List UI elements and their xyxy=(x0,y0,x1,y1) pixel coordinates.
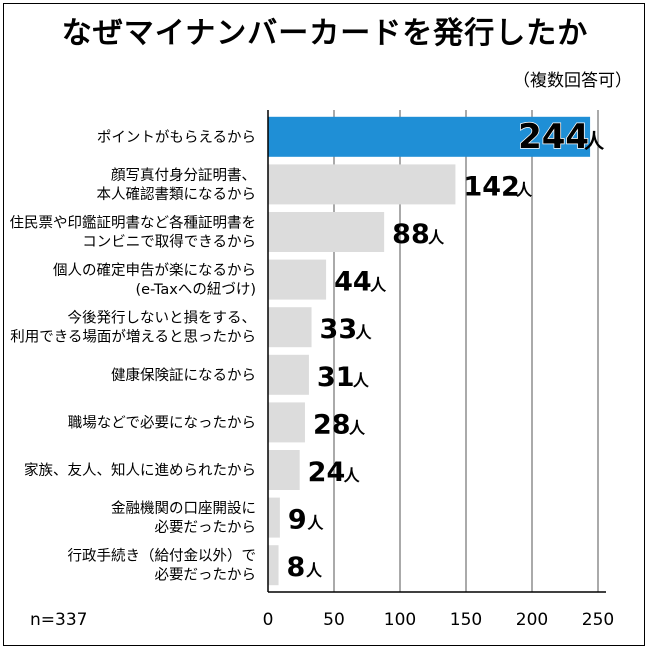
chart-frame xyxy=(3,3,645,646)
value-label-8: 9 xyxy=(288,505,307,536)
sample-size-note: n=337 xyxy=(30,610,87,630)
bar-2 xyxy=(268,212,385,252)
value-label-9: 8 xyxy=(287,552,306,583)
value-label-4: 33 xyxy=(320,314,358,345)
value-label-5: 31 xyxy=(317,362,355,393)
category-label-2-1: コンビニで取得できるから xyxy=(82,234,256,251)
bar-9 xyxy=(268,545,279,586)
bar-7 xyxy=(268,450,300,490)
category-label-8-0: 金融機関の口座開設に xyxy=(111,500,256,517)
x-tick-label-200: 200 xyxy=(516,610,548,630)
value-label-7: 24 xyxy=(308,457,346,488)
value-label-1: 142 xyxy=(463,171,519,202)
unit-label-9: 人 xyxy=(306,561,323,580)
category-label-6-0: 職場などで必要になったから xyxy=(68,414,256,431)
category-label-2-0: 住民票や印鑑証明書など各種証明書を xyxy=(10,215,257,232)
x-tick-label-0: 0 xyxy=(263,610,274,630)
x-tick-label-50: 50 xyxy=(323,610,345,630)
category-label-5-0: 健康保険証になるから xyxy=(111,367,256,384)
category-label-7-0: 家族、友人、知人に進められたから xyxy=(24,462,256,479)
unit-label-7: 人 xyxy=(344,466,361,485)
value-label-3: 44 xyxy=(334,267,372,298)
bar-0 xyxy=(268,116,591,157)
value-label-0: 244 xyxy=(518,117,589,157)
unit-label-2: 人 xyxy=(428,228,445,247)
category-label-4-0: 今後発行しないと損をする、 xyxy=(68,310,257,327)
x-tick-label-250: 250 xyxy=(582,610,614,630)
bar-5 xyxy=(268,354,309,395)
value-label-2: 88 xyxy=(392,219,430,250)
unit-label-1: 人 xyxy=(516,180,533,199)
value-label-6: 28 xyxy=(313,409,351,440)
bar-3 xyxy=(268,259,327,300)
category-label-9-0: 行政手続き（給付金以外）で xyxy=(68,548,257,565)
bar-8 xyxy=(268,497,280,538)
unit-label-8: 人 xyxy=(307,514,324,533)
category-label-1-1: 本人確認書類になるから xyxy=(97,186,257,203)
category-label-1-0: 顔写真付身分証明書、 xyxy=(111,166,256,184)
category-label-3-1: (e-Taxへの紐づけ) xyxy=(135,281,256,298)
bar-1 xyxy=(268,164,456,205)
bar-4 xyxy=(268,307,312,348)
category-label-8-1: 必要だったから xyxy=(155,519,257,536)
category-label-4-1: 利用できる場面が増えると思ったから xyxy=(10,329,256,346)
unit-label-5: 人 xyxy=(353,371,370,390)
chart-title: なぜマイナンバーカードを発行したか xyxy=(61,16,589,51)
x-tick-label-150: 150 xyxy=(450,610,482,630)
unit-label-3: 人 xyxy=(370,276,387,295)
bar-6 xyxy=(268,402,305,443)
unit-label-6: 人 xyxy=(349,418,366,437)
chart-subtitle: （複数回答可） xyxy=(513,71,632,91)
x-tick-label-100: 100 xyxy=(384,610,416,630)
unit-label-4: 人 xyxy=(356,323,373,342)
category-label-9-1: 必要だったから xyxy=(155,567,257,584)
category-label-3-0: 個人の確定申告が楽になるから xyxy=(53,262,256,279)
category-label-0-0: ポイントがもらえるから xyxy=(97,129,256,146)
unit-label-0: 人 xyxy=(584,129,605,153)
